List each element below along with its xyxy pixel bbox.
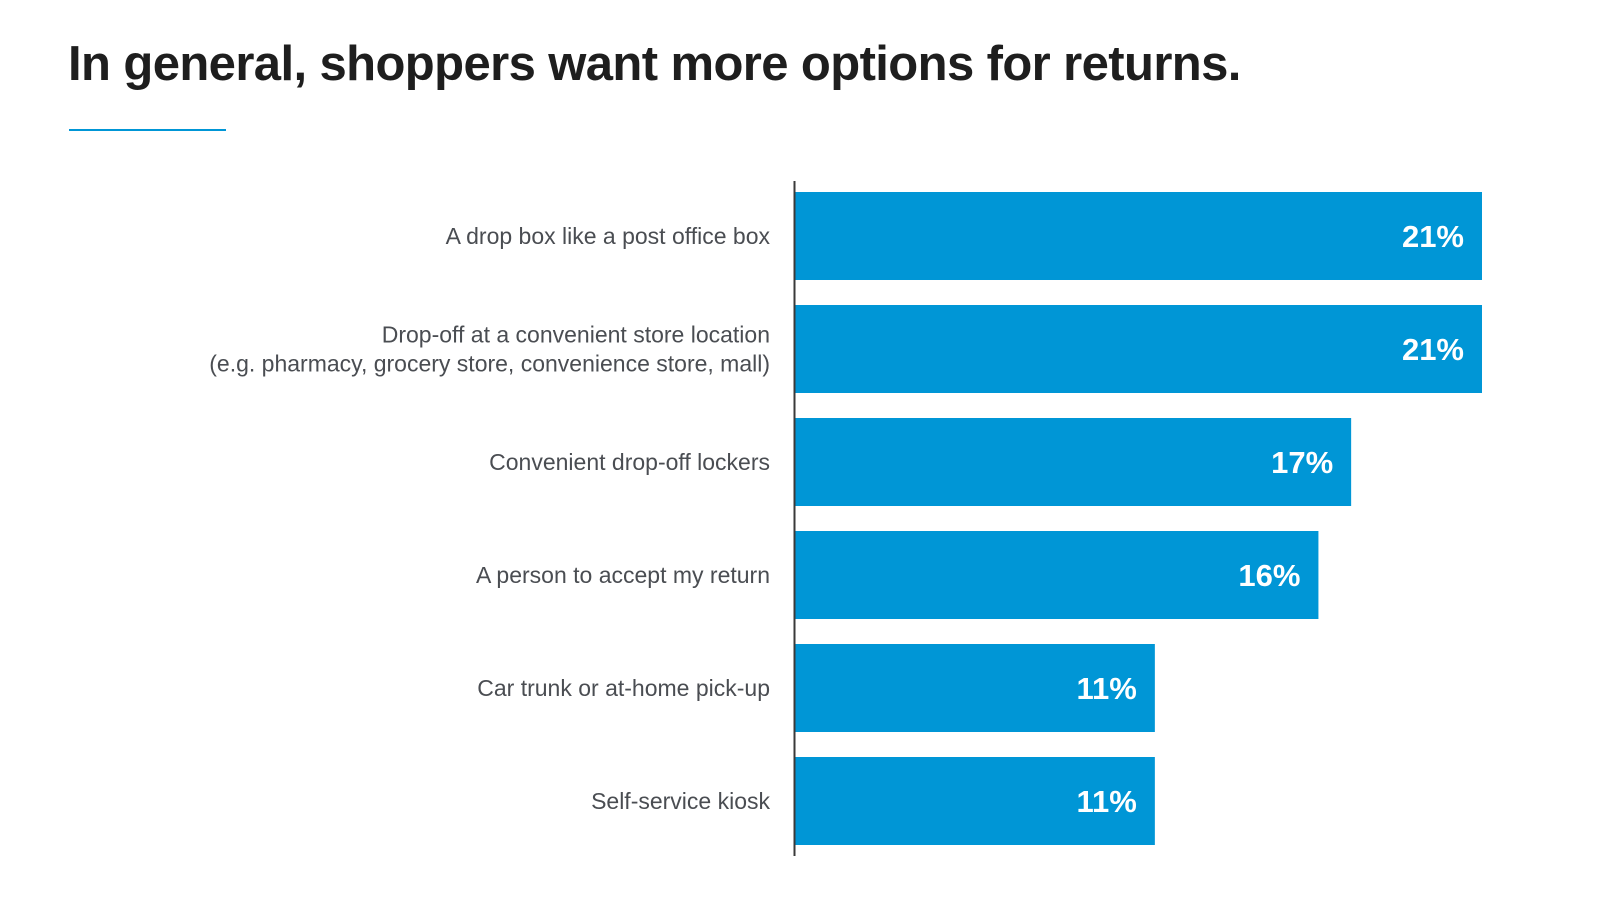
bar-2 xyxy=(795,305,1482,393)
value-label-4: 16% xyxy=(1238,558,1300,593)
value-label-3: 17% xyxy=(1271,445,1333,480)
value-labels-group: 21% 21% 17% 16% 11% 11% xyxy=(1077,219,1464,819)
bar-6 xyxy=(795,757,1155,845)
value-label-1: 21% xyxy=(1402,219,1464,254)
bar-4 xyxy=(795,531,1319,619)
chart-title: In general, shoppers want more options f… xyxy=(68,37,1241,91)
category-label-6: Self-service kiosk xyxy=(591,788,770,814)
category-label-5: Car trunk or at-home pick-up xyxy=(477,675,770,701)
category-label-2-line-1: Drop-off at a convenient store location xyxy=(382,322,770,348)
value-label-5: 11% xyxy=(1077,671,1137,706)
value-label-6: 11% xyxy=(1077,784,1137,819)
bar-1 xyxy=(795,192,1482,280)
bar-3 xyxy=(795,418,1352,506)
category-labels-group: A drop box like a post office box Drop-of… xyxy=(209,223,770,814)
category-label-4: A person to accept my return xyxy=(476,562,770,588)
title-underline xyxy=(69,129,226,131)
category-label-3: Convenient drop-off lockers xyxy=(489,449,770,475)
bars-group xyxy=(795,192,1482,845)
value-label-2: 21% xyxy=(1402,332,1464,367)
category-label-2-line-2: (e.g. pharmacy, grocery store, convenien… xyxy=(209,351,770,377)
bar-5 xyxy=(795,644,1155,732)
category-label-1: A drop box like a post office box xyxy=(446,223,771,249)
